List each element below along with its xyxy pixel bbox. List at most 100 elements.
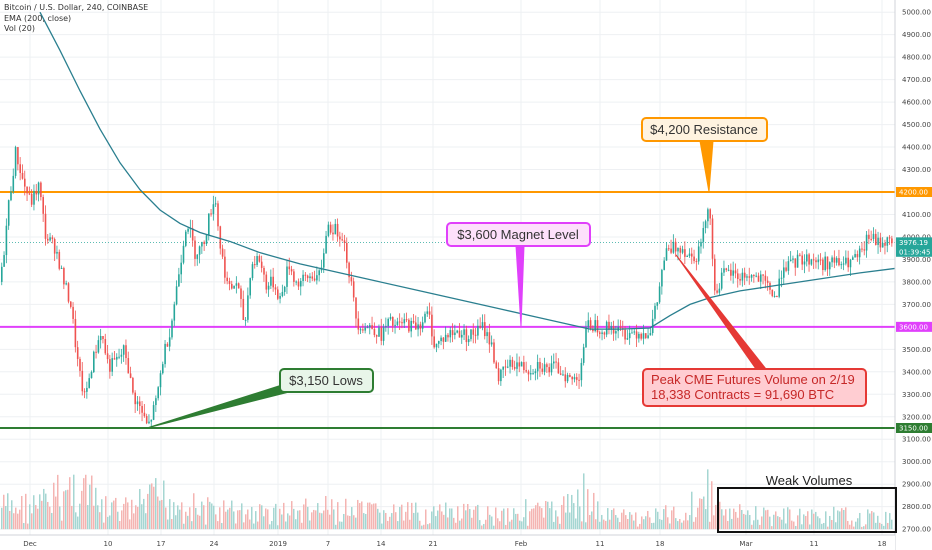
volume-bar	[889, 513, 891, 530]
candle-body	[442, 337, 445, 342]
candle-body	[116, 356, 118, 360]
volume-bar	[557, 516, 559, 530]
volume-bar	[805, 515, 807, 530]
volume-bar	[77, 516, 79, 530]
horizontal-levels	[0, 191, 895, 429]
y-tick-label: 4400.00	[902, 144, 931, 152]
candle-body	[845, 257, 847, 264]
candle-body	[251, 264, 254, 279]
candle-body	[612, 326, 615, 334]
candle-body	[145, 416, 148, 424]
candle-body	[86, 387, 88, 392]
candle-body	[509, 359, 511, 367]
volume-bar	[781, 519, 783, 530]
candle-body	[70, 301, 72, 307]
volume-bar	[415, 502, 417, 530]
candle-body	[424, 313, 426, 323]
volume-bar	[441, 511, 443, 530]
candle-body	[283, 286, 286, 292]
volume-bar	[613, 508, 615, 530]
volume-bar	[291, 501, 293, 530]
candle-body	[649, 333, 652, 336]
volume-bar	[491, 516, 493, 530]
candle-body	[580, 362, 583, 381]
candle-body	[277, 289, 279, 299]
volume-bar	[317, 503, 319, 530]
volume-bar	[743, 513, 745, 530]
volume-bar	[93, 505, 95, 530]
candle-body	[658, 286, 661, 303]
candle-body	[382, 327, 385, 341]
volume-bar	[35, 505, 37, 530]
volume-bar	[267, 509, 269, 530]
candle-body	[293, 271, 295, 282]
candle-body	[325, 235, 327, 254]
volume-bar	[393, 504, 395, 530]
candle-body	[435, 343, 438, 348]
volume-bar	[551, 501, 553, 530]
candle-body	[265, 274, 268, 290]
candle-body	[286, 266, 288, 287]
volume-bar	[27, 523, 29, 530]
candle-body	[608, 321, 610, 330]
volume-bar	[719, 501, 721, 530]
candle-body	[753, 275, 755, 277]
volume-bar	[485, 519, 487, 530]
candle-body	[490, 342, 493, 345]
volume-bar	[665, 505, 667, 530]
volume-bar	[809, 524, 811, 530]
volume-bar	[63, 491, 65, 530]
volume-bar	[429, 523, 431, 530]
time-axis: Dec 10 17 24 2019 7 14 21 Feb 11 18 Mar 11 18	[0, 534, 895, 550]
volume-bar	[821, 523, 823, 530]
candle-body	[684, 249, 686, 257]
volume-bar	[289, 515, 291, 530]
candle-body	[665, 248, 668, 261]
candle-body	[778, 278, 780, 297]
volume-bar	[883, 525, 885, 530]
candle-body	[263, 267, 265, 275]
y-tick-label: 2700.00	[902, 526, 931, 534]
volume-bar	[649, 517, 651, 530]
volume-bar	[671, 510, 673, 530]
candle-body	[543, 364, 546, 372]
annotation-box	[641, 117, 768, 142]
candle-body	[401, 322, 403, 324]
volume-bar	[725, 509, 727, 530]
volume-bar	[777, 516, 779, 530]
volume-bar	[155, 478, 157, 530]
candle-body	[290, 269, 293, 272]
volume-bar	[463, 503, 465, 530]
magnet-callout: $3,600 Magnet Level	[446, 222, 591, 327]
candle-body	[865, 234, 868, 251]
volume-bar	[561, 504, 563, 530]
volume-bar	[301, 522, 303, 530]
volume-bar	[263, 516, 265, 530]
annotation-box	[446, 222, 591, 247]
volume-bar	[123, 503, 125, 530]
volume-bar	[737, 517, 739, 530]
volume-bar	[325, 495, 327, 530]
volume-bar	[533, 508, 535, 530]
x-tick-label: 11	[810, 540, 819, 548]
volume-bar	[285, 521, 287, 530]
volume-bar	[421, 525, 423, 530]
volume-bar	[449, 508, 451, 530]
candle-body	[410, 320, 412, 332]
volume-bar	[397, 521, 399, 530]
volume-bar	[779, 517, 781, 530]
volume-bar	[523, 517, 525, 530]
candle-body	[881, 242, 884, 248]
candle-body	[833, 257, 836, 263]
volume-bar	[205, 524, 207, 530]
candle-body	[776, 295, 778, 297]
candle-body	[663, 260, 665, 270]
candle-body	[803, 261, 806, 265]
volume-bar	[319, 512, 321, 530]
volume-bar	[661, 519, 663, 530]
volume-bar	[309, 520, 311, 530]
candle-body	[274, 287, 277, 290]
candle-body	[497, 368, 500, 382]
volume-bar	[237, 510, 239, 530]
